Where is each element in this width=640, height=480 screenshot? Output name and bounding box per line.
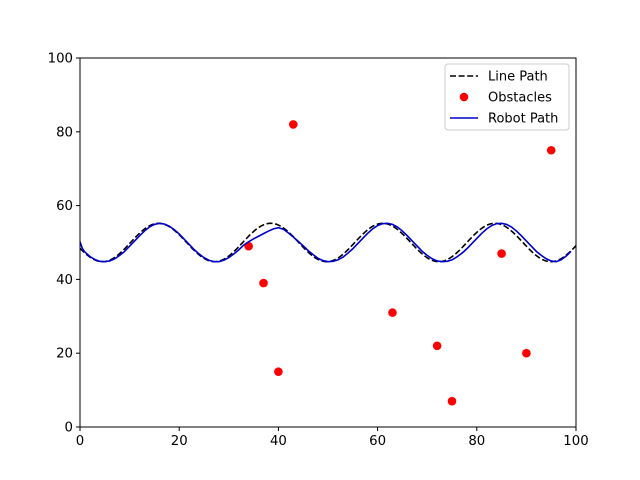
legend-entry-robot-path: Robot Path — [450, 112, 558, 127]
y-axis: 0 20 40 60 80 100 — [48, 52, 80, 436]
legend-label-obstacles: Obstacles — [488, 91, 552, 106]
obstacle-point — [259, 278, 268, 288]
obstacle-point — [522, 348, 531, 358]
legend-label-robot-path: Robot Path — [488, 112, 558, 127]
legend-box — [444, 63, 570, 131]
plot-area — [80, 120, 576, 406]
y-tick-label: 40 — [56, 273, 73, 288]
legend: Line Path Obstacles Robot Path — [444, 63, 570, 131]
x-axis: 0 20 40 60 80 100 — [76, 427, 589, 449]
obstacle-point — [288, 120, 298, 129]
obstacle-point — [447, 396, 457, 406]
legend-label-line-path: Line Path — [488, 70, 548, 85]
x-tick-label: 20 — [171, 434, 188, 449]
x-tick-label: 100 — [563, 434, 588, 449]
y-tick-label: 80 — [56, 125, 73, 140]
x-tick-label: 40 — [270, 434, 287, 449]
robot-path-series — [80, 222, 572, 263]
y-tick-label: 20 — [56, 347, 73, 362]
legend-handle-obstacles — [459, 92, 469, 102]
x-tick-label: 80 — [468, 434, 485, 449]
axes-frame — [79, 57, 577, 428]
y-tick-label: 60 — [56, 199, 73, 214]
x-tick-label: 60 — [369, 434, 386, 449]
y-tick-label: 100 — [48, 52, 73, 67]
legend-entry-line-path: Line Path — [450, 70, 548, 85]
obstacle-point — [388, 308, 397, 317]
obstacle-point — [432, 341, 442, 351]
y-tick-label: 0 — [65, 421, 73, 436]
x-tick-label: 0 — [76, 434, 84, 449]
legend-entry-obstacles: Obstacles — [459, 91, 552, 106]
obstacle-point — [274, 367, 283, 376]
obstacle-point — [497, 249, 506, 258]
obstacle-point — [546, 145, 556, 155]
